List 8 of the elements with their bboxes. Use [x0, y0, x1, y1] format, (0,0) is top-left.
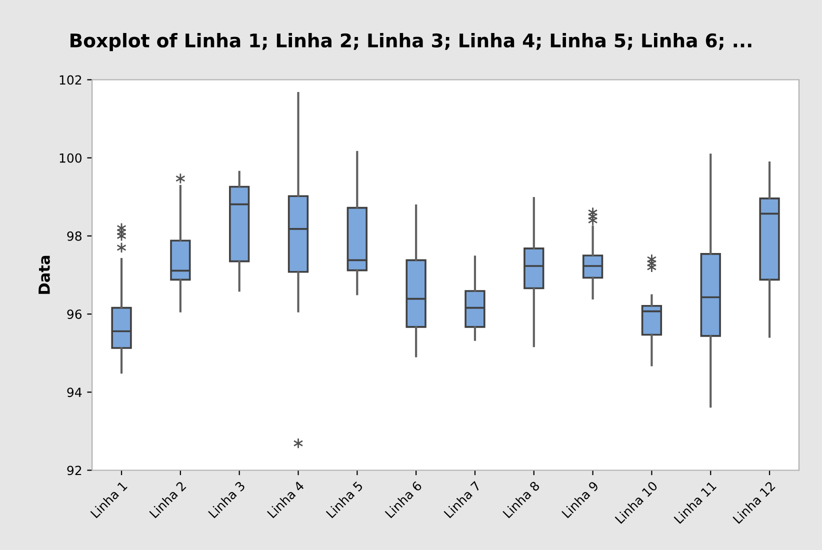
- y-tick-label: 98: [67, 231, 82, 241]
- chart-title: Boxplot of Linha 1; Linha 2; Linha 3; Linha 4; Linha 5; Linha 6; ...: [70, 33, 752, 52]
- y-tick-label: 94: [67, 388, 82, 398]
- y-tick-label: 92: [67, 466, 82, 476]
- y-tick-label: 100: [60, 153, 82, 163]
- y-axis-title: Data: [38, 256, 50, 294]
- y-tick-label: 102: [60, 75, 82, 85]
- y-tick-label: 96: [67, 310, 82, 319]
